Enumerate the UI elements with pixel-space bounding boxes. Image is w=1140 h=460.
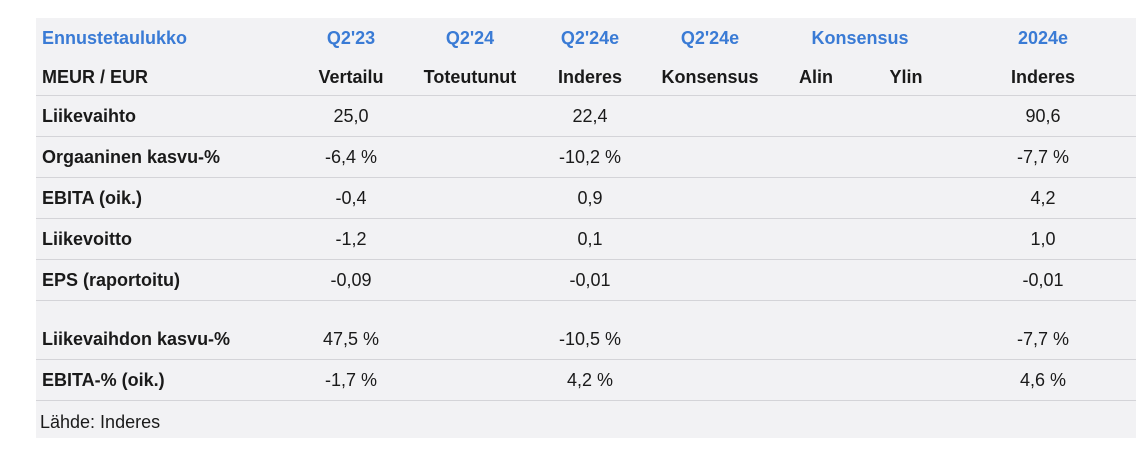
cell-q224	[410, 95, 530, 137]
row-label: EBITA (oik.)	[36, 177, 292, 219]
col-header-q224: Q2'24	[445, 28, 495, 48]
cell-q224	[410, 359, 530, 401]
cell-q223: -1,7 %	[292, 359, 410, 401]
cell-alin	[770, 319, 862, 360]
subheader-vertailu: Vertailu	[292, 59, 410, 96]
cell-q223: -0,4	[292, 177, 410, 219]
cell-ylin	[862, 359, 950, 401]
table-row: EBITA-% (oik.) -1,7 % 4,2 % 4,6 %	[36, 359, 1136, 401]
table-row: EBITA (oik.) -0,4 0,9 4,2	[36, 177, 1136, 219]
cell-ylin	[862, 95, 950, 137]
subheader-alin: Alin	[770, 59, 862, 96]
cell-ylin	[862, 136, 950, 178]
row-label: Liikevoitto	[36, 218, 292, 260]
cell-q224e-konsensus	[650, 319, 770, 360]
col-header-2024e: 2024e	[1017, 28, 1069, 48]
cell-q224	[410, 259, 530, 301]
cell-2024e: -0,01	[950, 259, 1136, 301]
cell-q224e-konsensus	[650, 218, 770, 260]
row-label: EPS (raportoitu)	[36, 259, 292, 301]
table-row: EPS (raportoitu) -0,09 -0,01 -0,01	[36, 259, 1136, 301]
row-label: Liikevaihto	[36, 95, 292, 137]
cell-2024e: 90,6	[950, 95, 1136, 137]
forecast-table-panel: Ennustetaulukko Q2'23 Q2'24 Q2'24e Q2'24…	[36, 18, 1136, 438]
cell-q224e-inderes: 0,9	[530, 177, 650, 219]
row-label: EBITA-% (oik.)	[36, 359, 292, 401]
cell-alin	[770, 177, 862, 219]
cell-q223: -0,09	[292, 259, 410, 301]
table-row: Liikevaihto 25,0 22,4 90,6	[36, 95, 1136, 137]
cell-q224	[410, 319, 530, 360]
cell-2024e: -7,7 %	[950, 319, 1136, 360]
cell-q224e-inderes: -10,2 %	[530, 136, 650, 178]
cell-q224e-inderes: 4,2 %	[530, 359, 650, 401]
cell-q224e-konsensus	[650, 359, 770, 401]
cell-q224	[410, 177, 530, 219]
cell-alin	[770, 136, 862, 178]
cell-q224e-konsensus	[650, 259, 770, 301]
cell-q223: -1,2	[292, 218, 410, 260]
cell-alin	[770, 259, 862, 301]
subheader-ylin: Ylin	[862, 59, 950, 96]
cell-ylin	[862, 218, 950, 260]
cell-ylin	[862, 177, 950, 219]
table-row: Orgaaninen kasvu-% -6,4 % -10,2 % -7,7 %	[36, 136, 1136, 178]
cell-2024e: 4,6 %	[950, 359, 1136, 401]
row-label: Orgaaninen kasvu-%	[36, 136, 292, 178]
cell-alin	[770, 95, 862, 137]
table-spacer	[36, 301, 1136, 320]
subheader-inderes: Inderes	[530, 59, 650, 96]
cell-q224e-konsensus	[650, 177, 770, 219]
cell-q224e-konsensus	[650, 95, 770, 137]
table-row: Liikevoitto -1,2 0,1 1,0	[36, 218, 1136, 260]
row-label: Liikevaihdon kasvu-%	[36, 319, 292, 360]
cell-ylin	[862, 319, 950, 360]
cell-q224e-konsensus	[650, 136, 770, 178]
subheader-2024e-inderes: Inderes	[950, 59, 1136, 96]
cell-2024e: -7,7 %	[950, 136, 1136, 178]
cell-alin	[770, 218, 862, 260]
subheader-toteutunut: Toteutunut	[410, 59, 530, 96]
table-row: Liikevaihdon kasvu-% 47,5 % -10,5 % -7,7…	[36, 319, 1136, 360]
header-row-periods: Ennustetaulukko Q2'23 Q2'24 Q2'24e Q2'24…	[36, 18, 1136, 59]
cell-2024e: 1,0	[950, 218, 1136, 260]
col-header-q224e-konsensus: Q2'24e	[680, 28, 740, 48]
cell-q223: 25,0	[292, 95, 410, 137]
table-title: Ennustetaulukko	[42, 28, 188, 48]
col-header-q224e-inderes: Q2'24e	[560, 28, 620, 48]
col-header-konsensus: Konsensus	[811, 28, 909, 48]
subheader-konsensus: Konsensus	[650, 59, 770, 96]
cell-q224e-inderes: 22,4	[530, 95, 650, 137]
cell-q224	[410, 218, 530, 260]
cell-q224e-inderes: -0,01	[530, 259, 650, 301]
cell-q224e-inderes: -10,5 %	[530, 319, 650, 360]
unit-label: MEUR / EUR	[36, 59, 292, 96]
cell-q223: -6,4 %	[292, 136, 410, 178]
cell-ylin	[862, 259, 950, 301]
col-header-q223: Q2'23	[326, 28, 376, 48]
source-note: Lähde: Inderes	[40, 411, 161, 432]
forecast-table: Ennustetaulukko Q2'23 Q2'24 Q2'24e Q2'24…	[36, 18, 1136, 443]
source-row: Lähde: Inderes	[36, 401, 1136, 444]
cell-q223: 47,5 %	[292, 319, 410, 360]
cell-q224e-inderes: 0,1	[530, 218, 650, 260]
header-row-sources: MEUR / EUR Vertailu Toteutunut Inderes K…	[36, 59, 1136, 96]
cell-alin	[770, 359, 862, 401]
cell-2024e: 4,2	[950, 177, 1136, 219]
cell-q224	[410, 136, 530, 178]
